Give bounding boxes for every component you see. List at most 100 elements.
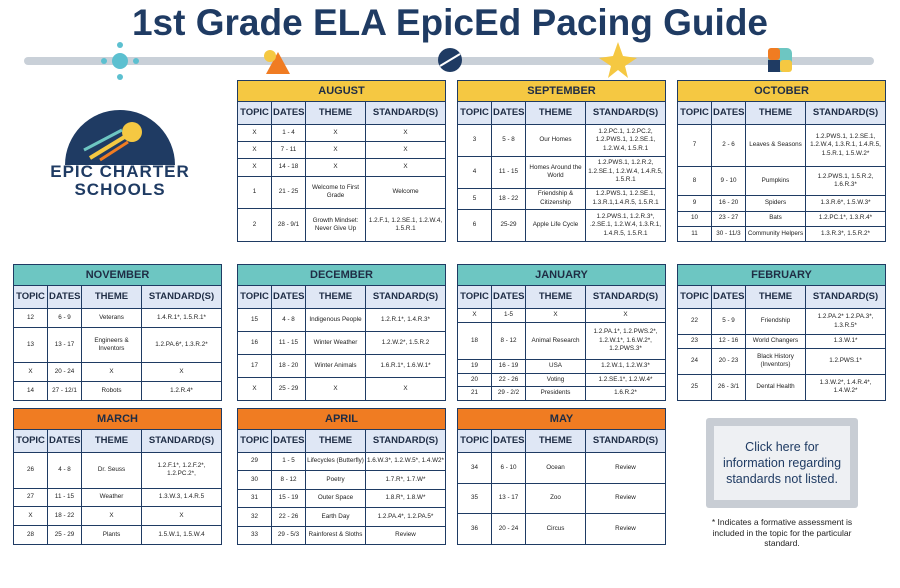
header-row: TOPIC DATES THEME STANDARD(S) [457,429,666,453]
cell: 7 - 11 [271,141,306,160]
cell: Robots [81,381,142,401]
cell: 12 - 16 [711,334,746,349]
cell: 1.2.PWS.1, 1.2.SE.1, 1.3.R.1,1.4.R.5, 1.… [584,187,667,211]
week-row: 35 13 - 17 Zoo Review [457,482,666,515]
cell: 14 [13,381,48,401]
month-name: MARCH [12,408,223,430]
cell: 20 - 24 [491,513,526,545]
cell: 1.2.W.1, 1.2.W.3* [584,359,667,374]
month-table: NOVEMBER TOPIC DATES THEME STANDARD(S) 12 6 - … [13,264,222,401]
cell: 16 - 19 [491,359,526,374]
column-header: STANDARD(S) [141,285,222,309]
cell: 32 [237,507,272,527]
column-header: TOPIC [457,285,492,309]
week-row: 12 6 - 9 Veterans 1.4.R.1*, 1.5.R.1* [13,308,222,328]
month-row: AUGUST [236,80,447,102]
cell: 1.2.PA.4*, 1.2.PA.5* [365,507,446,527]
cell: 2 [237,208,272,242]
logo-mark [65,110,175,165]
header-row: TOPIC DATES THEME STANDARD(S) [237,429,446,453]
cell: Leaves & Seasons [745,123,806,168]
cell: Winter Weather [305,331,366,355]
month-name: JANUARY [456,264,667,286]
cell: Spiders [745,195,806,212]
column-header: TOPIC [457,101,492,125]
cell: Lifecycles (Butterfly) [305,451,366,472]
week-row: 2 28 - 9/1 Growth Mindset: Never Give Up 1.… [237,208,447,242]
cell: X [140,506,223,527]
cell: 17 [237,354,272,378]
week-row: 13 13 - 17 Engineers & Inventors 1.2.PA.6*,… [13,326,222,364]
cell: 1.6.W.3*, 1.2.W.5*, 1.4.W2* [365,451,446,472]
month-name: APRIL [237,408,446,430]
header-row: TOPIC DATES THEME STANDARD(S) [677,101,886,125]
column-header: THEME [525,429,586,453]
cell: X [237,377,272,401]
cell: 21 - 25 [271,175,306,210]
cell: 14 - 18 [271,158,306,177]
cell: 11 - 15 [271,331,306,355]
cell: 1 - 4 [271,123,306,143]
column-header: THEME [525,285,586,309]
cell: X [141,362,222,383]
cell: Veterans [81,308,142,328]
header-row: TOPIC DATES THEME STANDARD(S) [457,101,667,125]
cell: Winter Animals [305,354,366,378]
standards-info-button[interactable]: Click here for information regarding sta… [706,418,858,508]
page-title: 1st Grade ELA EpicEd Pacing Guide [131,2,768,43]
logo-text: EPIC CHARTER [50,162,190,181]
cell: 20 [457,372,492,388]
cell: X [305,141,366,160]
month-row: OCTOBER [677,80,886,102]
column-header: DATES [711,101,746,125]
week-row: X 1-5 X X [457,308,667,323]
week-row: 11 30 - 11/3 Community Helpers 1.3.R.3*, 1.… [677,225,886,243]
cell: 33 [237,525,272,546]
column-header: THEME [525,101,586,125]
cell: X [305,158,366,177]
button-label[interactable]: Click here for information regarding sta… [714,426,850,500]
column-header: STANDARD(S) [584,101,667,125]
cell: X [305,123,366,143]
cell: Presidents [525,386,586,401]
month-row: FEBRUARY [676,264,887,286]
cell: 30 [237,470,272,490]
week-row: X 25 - 29 X X [237,377,447,401]
cell: 1.2.PC.1, 1.2.PC.2, 1.2.PWS.1, 1.2.SE.1,… [584,124,667,157]
week-row: X 14 - 18 X X [237,158,447,177]
cell: 1.2.PWS.1, 1.2.SE.1, 1.2.W.4, 1.3.R.1, 1… [805,123,886,168]
month-row: MARCH [12,408,223,430]
cell: Rainforest & Sloths [305,525,366,546]
month-name: FEBRUARY [676,264,887,286]
cell: Review [585,482,666,515]
week-row: 16 11 - 15 Winter Weather 1.2.W.2*, 1.5.R.2 [237,331,447,355]
week-row: 20 22 - 26 Voting 1.2.SE.1*, 1.2.W.4* [457,372,667,388]
week-row: 19 16 - 19 USA 1.2.W.1, 1.2.W.3* [457,359,667,374]
cell: Welcome [364,175,447,210]
column-header: THEME [81,285,142,309]
cell: 1.8.R*, 1.8.W* [365,488,446,509]
cell: 1.3.W.2*, 1.4.R.4*, 1.4.W.2* [804,373,887,402]
cell: 28 - 9/1 [271,208,306,242]
cell: X [237,141,272,160]
week-row: 1 21 - 25 Welcome to First Grade Welcome [237,175,447,210]
cell: 1.2.PWS.1, 1.2.R.2, 1.2.SE.1, 1.2.W.4, 1… [584,155,667,189]
month-row: NOVEMBER [13,264,222,286]
cell: X [364,377,447,401]
cell: 5 [457,187,492,211]
cell: 1.3.W.1* [804,334,887,349]
cell: 1.2.PWS.1, 1.2.R.3*, .2.SE.1, 1.2.W.4, 1… [584,209,667,242]
column-header: TOPIC [237,101,272,125]
cell: 1.3.W.3, 1.4.R.5 [140,487,223,508]
cell: 25 - 29 [47,525,82,545]
cell: X [364,141,447,160]
cell: 1.7.R*, 1.7.W* [365,470,446,490]
column-header: THEME [305,101,366,125]
cell: 20 - 23 [711,347,746,375]
header-row: TOPIC DATES THEME STANDARD(S) [237,101,447,125]
cell: Dental Health [745,373,806,402]
cell: 23 [677,334,712,349]
column-header: THEME [745,285,806,309]
week-row: 23 12 - 16 World Changers 1.3.W.1* [677,334,887,349]
week-row: 31 15 - 19 Outer Space 1.8.R*, 1.8.W* [237,488,446,509]
